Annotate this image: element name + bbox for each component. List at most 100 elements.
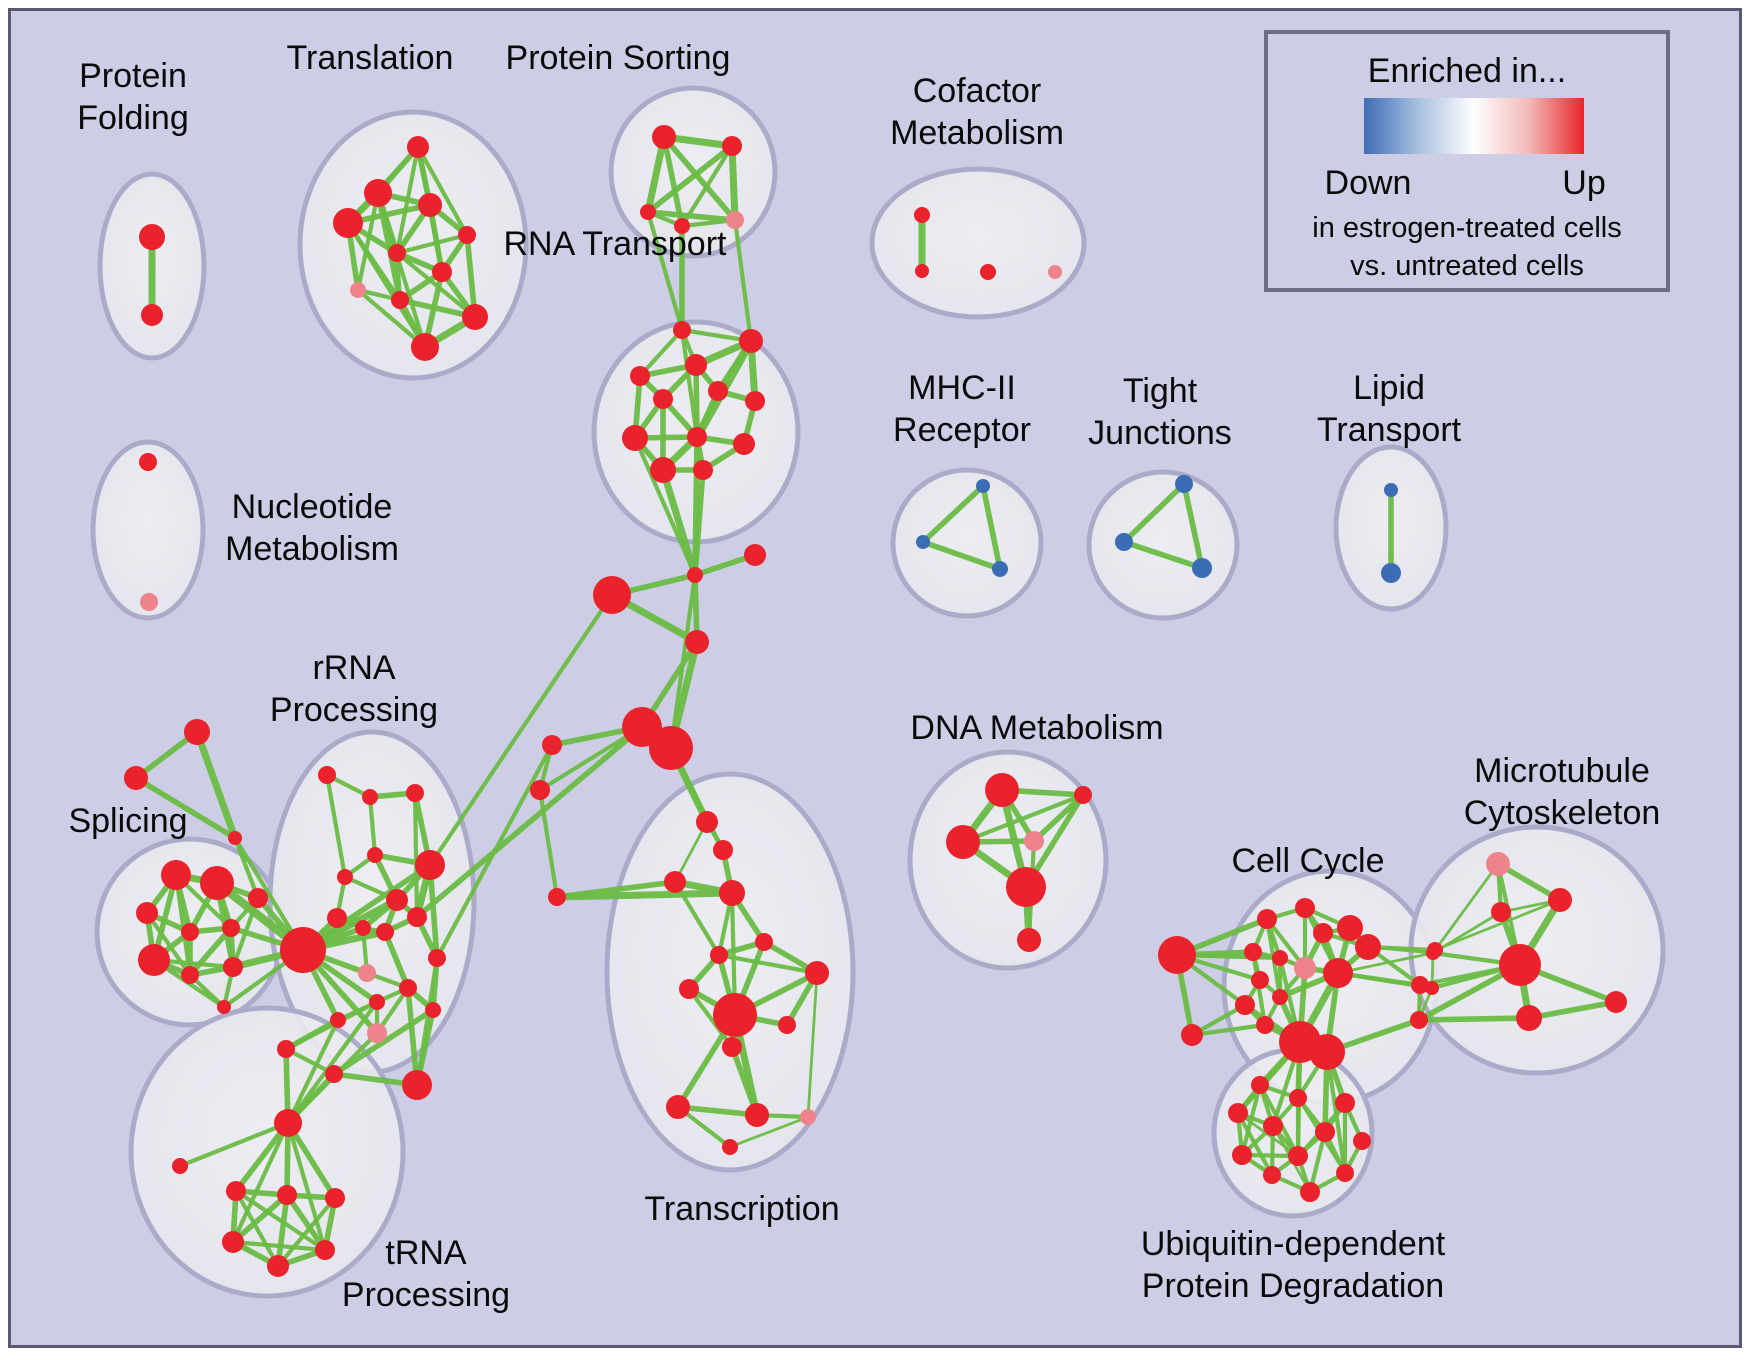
- network-node: [652, 125, 676, 149]
- network-edge: [355, 192, 381, 291]
- network-edge: [1307, 1131, 1328, 1193]
- network-node: [1323, 958, 1353, 988]
- cluster-label-cell-cycle: Cell Cycle: [1231, 842, 1384, 880]
- network-node: [1257, 909, 1277, 929]
- network-node: [1426, 946, 1440, 960]
- network-edge: [1191, 1022, 1266, 1038]
- network-edge: [732, 219, 754, 342]
- network-node: [325, 1188, 345, 1208]
- network-node: [733, 433, 755, 455]
- network-node: [710, 946, 728, 964]
- network-edge: [286, 1019, 340, 1124]
- cluster-label-ubiquitin-dependent-protein-degradation: Protein Degradation: [1142, 1267, 1444, 1305]
- network-node: [172, 1158, 188, 1174]
- cluster-label-rrna-processing: Processing: [270, 691, 438, 729]
- network-edge: [324, 774, 348, 878]
- network-node: [1336, 1164, 1354, 1182]
- network-node: [630, 366, 650, 386]
- network-node: [428, 949, 446, 967]
- network-node: [649, 726, 693, 770]
- network-edge: [677, 1104, 758, 1118]
- network-node: [407, 136, 429, 158]
- network-edge: [375, 192, 428, 348]
- cluster-ellipse-nucleotide-metabolism: [90, 439, 206, 621]
- network-edge: [1418, 1015, 1530, 1023]
- network-node: [1263, 1116, 1283, 1136]
- legend-title: Enriched in...: [1367, 52, 1567, 90]
- network-edge: [638, 328, 684, 378]
- legend-caption-line1: in estrogen-treated cells: [1312, 212, 1622, 244]
- network-node: [755, 933, 773, 951]
- network-edge: [537, 789, 560, 898]
- network-edge: [693, 364, 700, 438]
- network-node: [1251, 1076, 1269, 1094]
- network-node: [267, 1255, 289, 1277]
- network-node: [1300, 1182, 1320, 1202]
- network-node: [739, 329, 763, 353]
- network-node: [391, 291, 409, 309]
- cluster-label-mhc-ii-receptor: Receptor: [893, 411, 1031, 449]
- network-node: [325, 1065, 343, 1083]
- network-node: [1048, 265, 1062, 279]
- cluster-label-protein-folding: Protein: [79, 57, 187, 95]
- network-node: [696, 811, 718, 833]
- network-node: [650, 457, 676, 483]
- network-node: [1410, 1011, 1428, 1029]
- network-edge: [234, 1189, 327, 1252]
- network-edge: [405, 987, 420, 1086]
- network-node: [181, 923, 199, 941]
- network-edge: [285, 1121, 338, 1200]
- network-node: [1295, 898, 1315, 918]
- network-node: [315, 1240, 335, 1260]
- network-node: [745, 1103, 769, 1127]
- network-edge: [661, 136, 685, 227]
- cluster-label-splicing: Splicing: [68, 802, 187, 840]
- network-edge: [416, 145, 469, 237]
- network-edge: [275, 1194, 290, 1267]
- network-edge: [415, 724, 644, 920]
- network-edge: [232, 1239, 326, 1253]
- network-node: [674, 218, 690, 234]
- network-node: [228, 831, 242, 845]
- cluster-ellipse-ubiquitin-dependent-protein-degradation: [1211, 1047, 1375, 1219]
- cluster-label-nucleotide-metabolism: Nucleotide: [232, 488, 393, 526]
- network-node: [542, 735, 562, 755]
- network-edge: [922, 539, 1001, 572]
- network-node: [719, 880, 745, 906]
- legend-caption-line2: vs. untreated cells: [1350, 250, 1584, 282]
- network-node: [1272, 950, 1288, 966]
- cluster-label-cofactor-metabolism: Cofactor: [913, 72, 1042, 110]
- network-node: [1115, 533, 1133, 551]
- cluster-label-cofactor-metabolism: Metabolism: [890, 114, 1064, 152]
- network-node: [358, 964, 376, 982]
- network-edge: [193, 730, 239, 840]
- network-node: [687, 567, 703, 583]
- network-node: [722, 1037, 742, 1057]
- network-edge: [187, 926, 234, 977]
- network-edge: [673, 821, 709, 883]
- cluster-labels-layer: Protein Folding Translation Protein Sorting…: [68, 39, 1660, 1314]
- network-node: [653, 389, 673, 409]
- network-node: [1335, 1093, 1355, 1113]
- network-edge: [396, 232, 468, 256]
- network-edge: [680, 144, 734, 228]
- network-node: [364, 179, 392, 207]
- legend-up-label: Up: [1562, 164, 1606, 202]
- network-edge: [644, 136, 668, 213]
- network-node: [1309, 1034, 1345, 1070]
- network-edge: [1337, 951, 1434, 975]
- cluster-label-trna-processing: tRNA: [385, 1234, 467, 1272]
- network-node: [226, 1181, 246, 1201]
- network-node: [411, 333, 439, 361]
- network-edge: [435, 744, 554, 959]
- cluster-label-ubiquitin-dependent-protein-degradation: Ubiquitin-dependent: [1141, 1225, 1446, 1263]
- network-node: [530, 780, 550, 800]
- network-node: [1017, 928, 1041, 952]
- network-edge: [729, 1046, 760, 1116]
- network-node: [693, 460, 713, 480]
- network-node: [318, 766, 336, 784]
- network-node: [406, 784, 424, 802]
- network-node: [1192, 558, 1212, 578]
- network-edge: [962, 793, 1084, 844]
- legend-down-label: Down: [1324, 164, 1412, 202]
